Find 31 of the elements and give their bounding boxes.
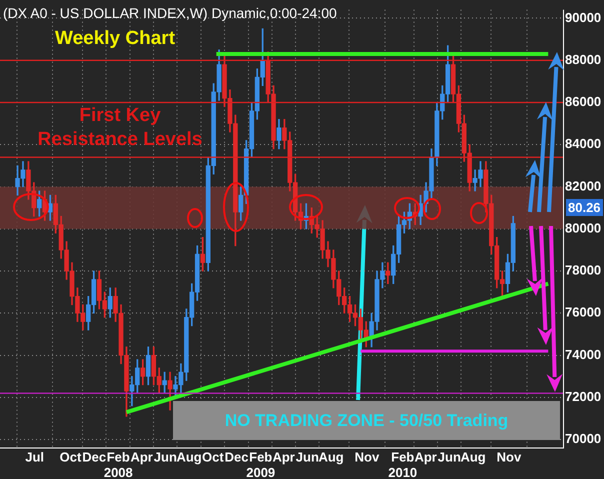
y-tick-label: 90000	[565, 10, 602, 25]
x-tick-label: Nov	[496, 449, 522, 464]
x-tick-label: Jul	[25, 449, 44, 464]
x-tick-label: Aug	[318, 449, 344, 464]
x-tick-label: Apr	[272, 449, 295, 464]
y-tick-label: 84000	[565, 136, 602, 152]
y-tick-label: 76000	[565, 304, 602, 320]
x-tick-label: Dec	[224, 449, 248, 464]
y-tick-label: 72000	[565, 389, 602, 404]
y-tick-label: 82000	[565, 178, 602, 194]
x-tick-label: Apr	[414, 449, 437, 464]
text: 80.26	[566, 199, 603, 216]
x-tick-label: Nov	[354, 449, 380, 464]
x-tick-label: Oct	[202, 449, 224, 464]
annotation: First Key Resistance Levels	[36, 104, 204, 152]
x-tick-label: Jun	[438, 449, 461, 464]
y-tick-label: 78000	[565, 262, 602, 278]
x-tick-label: Jun	[154, 449, 177, 464]
x-tick-label: Aug	[460, 449, 486, 464]
y-tick-label: 80000	[565, 220, 602, 236]
x-tick-label: Jun	[296, 449, 319, 464]
chart-title: (DX A0 - US DOLLAR INDEX,W) Dynamic,0:00-24:00	[3, 5, 337, 21]
y-tick-label: 86000	[565, 94, 602, 110]
y-tick-label: 88000	[565, 52, 602, 67]
x-tick-label: Oct	[60, 449, 82, 464]
y-tick-label: 70000	[565, 431, 602, 446]
x-tick-label: Apr	[130, 449, 153, 464]
x-tick-label: Aug	[176, 449, 202, 464]
y-tick-label: 74000	[565, 346, 602, 362]
annotation: Weekly Chart	[54, 28, 176, 50]
x-tick-label: Dec	[82, 449, 106, 464]
